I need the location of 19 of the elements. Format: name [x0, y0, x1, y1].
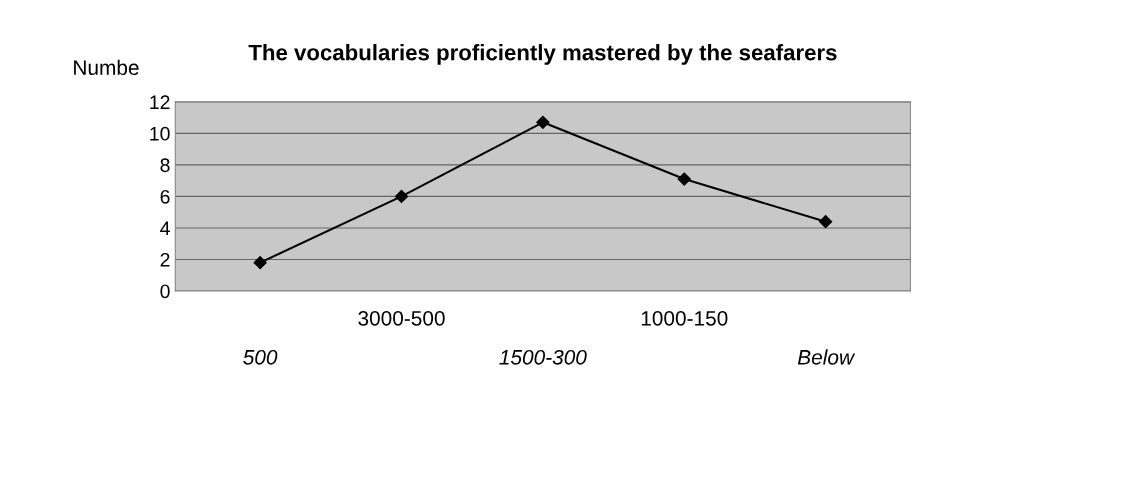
- y-tick-label: 0: [160, 284, 170, 299]
- y-tick-label: 2: [160, 252, 170, 267]
- y-tick-label: 4: [160, 221, 170, 235]
- y-tick-label: 10: [150, 126, 170, 141]
- point: [819, 215, 833, 229]
- chart-title: The vocabularies proficiently mastered by the seafarers: [248, 44, 837, 65]
- y-tick-label: 6: [160, 189, 170, 204]
- y-axis-title: Numbe: [74, 59, 139, 76]
- x-tick-label: 3000-500: [358, 310, 445, 326]
- x-tick-label: 500: [243, 349, 278, 365]
- point: [394, 189, 409, 204]
- x-tick-label: 1500-300: [499, 349, 587, 365]
- y-tick-label: 12: [150, 95, 170, 109]
- x-tick-label: Below: [797, 349, 856, 365]
- x-tick-label: 1000-150: [641, 310, 728, 326]
- point: [677, 172, 691, 186]
- y-tick-label: 8: [160, 158, 170, 173]
- point: [253, 256, 267, 270]
- point: [536, 115, 550, 129]
